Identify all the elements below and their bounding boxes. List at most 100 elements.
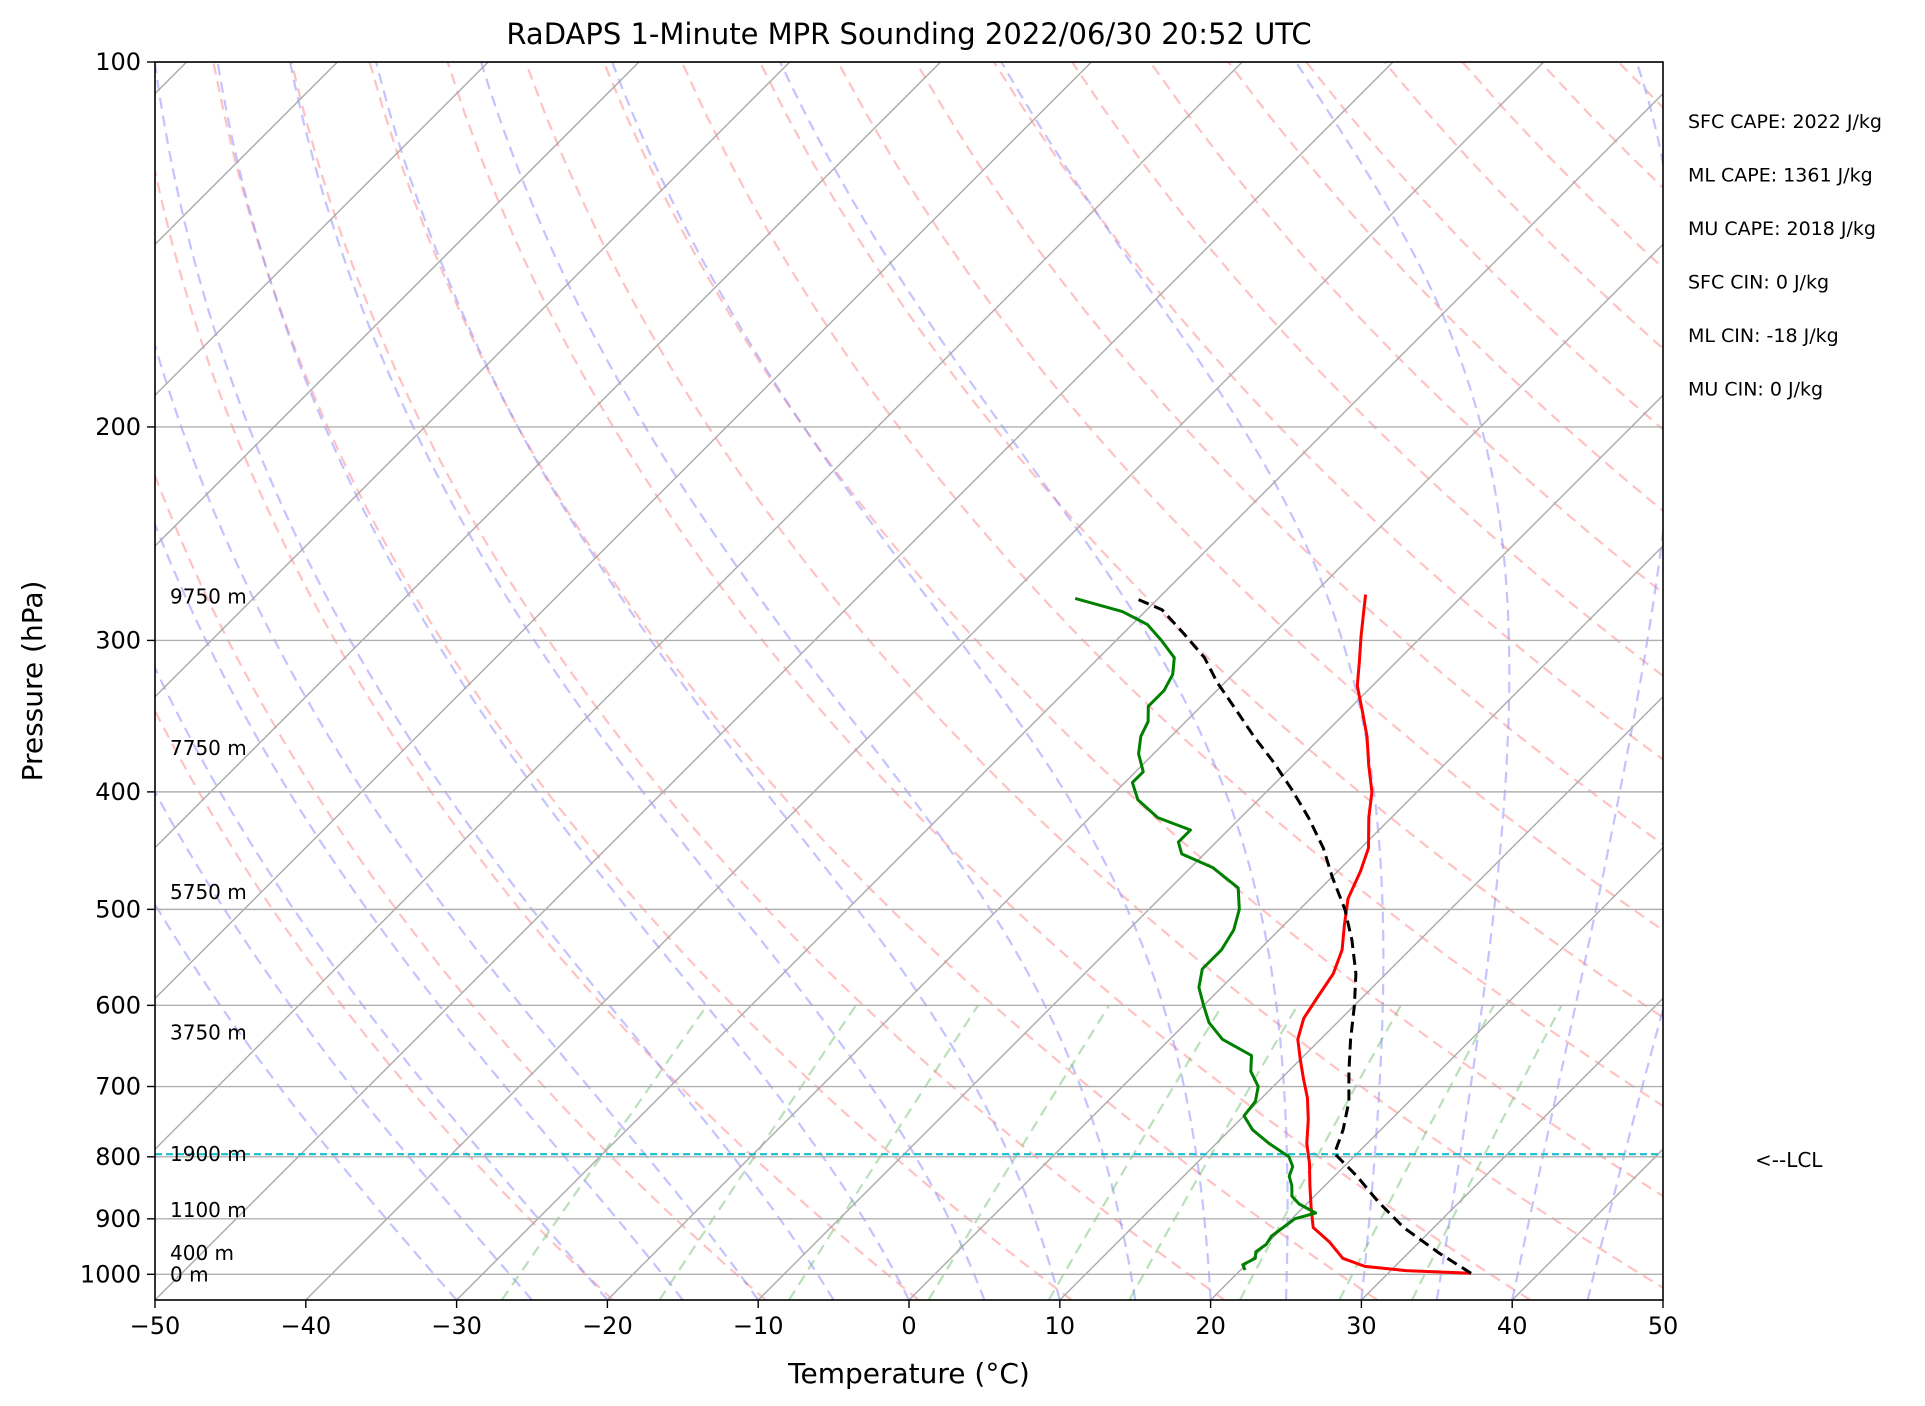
y-tick-label: 300 <box>95 626 141 654</box>
dry-adiabat <box>1227 62 1663 513</box>
mixing-ratio-line <box>500 1004 708 1300</box>
isotherm <box>155 62 1394 1300</box>
dry-adiabat <box>602 62 1663 1198</box>
x-tick-label: 50 <box>1648 1312 1679 1340</box>
isotherm <box>1059 695 1663 1300</box>
dry-adiabat <box>1775 62 1925 1300</box>
height-label: 1900 m <box>170 1142 247 1166</box>
dry-adiabat <box>524 62 1663 1289</box>
series-line-2 <box>1074 596 1318 1271</box>
y-tick-label: 900 <box>95 1205 141 1233</box>
x-tick-label: −30 <box>431 1312 482 1340</box>
isotherm <box>1210 846 1663 1300</box>
series-line-1 <box>1296 594 1472 1275</box>
moist-adiabat <box>1294 62 1511 1300</box>
height-label: 0 m <box>170 1262 209 1286</box>
y-tick-label: 500 <box>95 895 141 923</box>
x-tick-label: 30 <box>1346 1312 1377 1340</box>
mixing-ratio-line <box>1411 1004 1563 1300</box>
mixing-ratio-line <box>788 1004 980 1300</box>
mixing-ratio-line <box>927 1004 1111 1300</box>
x-tick-label: −20 <box>582 1312 633 1340</box>
dry-adiabat <box>368 62 1379 1300</box>
stat-annotation: SFC CAPE: 2022 J/kg <box>1688 111 1882 133</box>
dry-adiabat <box>680 62 1663 1108</box>
dry-adiabat <box>1461 62 1663 270</box>
moist-adiabat <box>216 62 910 1300</box>
y-tick-label: 1000 <box>80 1260 141 1288</box>
dry-adiabat <box>212 62 1073 1300</box>
height-label: 9750 m <box>170 585 247 609</box>
isotherm <box>155 62 1092 1000</box>
y-tick-label: 600 <box>95 991 141 1019</box>
isotherm <box>155 62 942 849</box>
stat-annotation: ML CIN: -18 J/kg <box>1688 325 1839 347</box>
isotherm <box>155 62 791 698</box>
height-label: 5750 m <box>170 880 247 904</box>
mixing-ratio-line <box>1238 1004 1402 1300</box>
moist-adiabat <box>1511 62 1663 1300</box>
x-tick-label: −50 <box>130 1312 181 1340</box>
x-tick-label: 20 <box>1195 1312 1226 1340</box>
y-tick-label: 400 <box>95 778 141 806</box>
moist-adiabat <box>155 902 458 1300</box>
x-tick-label: 40 <box>1497 1312 1528 1340</box>
y-tick-label: 100 <box>95 48 141 76</box>
stat-annotation: SFC CIN: 0 J/kg <box>1688 272 1829 294</box>
moist-adiabat <box>1000 62 1385 1300</box>
isotherm <box>757 394 1663 1300</box>
moist-adiabat <box>155 665 609 1300</box>
x-tick-label: 0 <box>901 1312 916 1340</box>
isotherm <box>155 62 640 547</box>
dry-adiabat <box>914 62 1663 846</box>
y-tick-label: 200 <box>95 413 141 441</box>
x-tick-label: −10 <box>733 1312 784 1340</box>
y-tick-label: 800 <box>95 1143 141 1171</box>
isotherm <box>1360 997 1663 1300</box>
moist-adiabat <box>155 521 684 1300</box>
dry-adiabat <box>993 62 1663 761</box>
stat-annotation: MU CAPE: 2018 J/kg <box>1688 218 1876 240</box>
mixing-ratio-line <box>658 1004 857 1300</box>
moist-adiabat <box>375 62 1061 1300</box>
x-tick-label: 10 <box>1045 1312 1076 1340</box>
dry-adiabat <box>155 708 614 1300</box>
moist-adiabat <box>611 62 1212 1300</box>
dry-adiabat <box>1697 62 1925 1300</box>
moist-adiabat <box>779 62 1289 1300</box>
stat-annotation: ML CAPE: 1361 J/kg <box>1688 165 1873 187</box>
mixing-ratio-line <box>1128 1004 1299 1300</box>
height-label: 400 m <box>170 1241 234 1265</box>
lcl-label: <--LCL <box>1755 1148 1823 1172</box>
dry-adiabat <box>155 472 767 1300</box>
height-label: 1100 m <box>170 1198 247 1222</box>
isotherm <box>155 62 489 397</box>
moist-adiabat <box>155 789 533 1300</box>
stat-annotation: MU CIN: 0 J/kg <box>1688 379 1823 401</box>
y-axis-label: Pressure (hPa) <box>16 581 49 782</box>
y-tick-label: 700 <box>95 1073 141 1101</box>
moist-adiabat <box>155 62 835 1300</box>
mixing-ratio-line <box>1047 1004 1224 1300</box>
isotherm <box>606 243 1663 1300</box>
chart-title: RaDAPS 1-Minute MPR Sounding 2022/06/30 … <box>506 17 1311 51</box>
moist-adiabat <box>288 62 986 1300</box>
isotherm <box>1662 1299 1663 1300</box>
dry-adiabat <box>1539 62 1663 190</box>
isotherm <box>155 62 1243 1151</box>
isotherm <box>456 92 1663 1300</box>
height-label: 7750 m <box>170 736 247 760</box>
dry-adiabat <box>758 62 1663 1019</box>
dry-adiabat <box>1071 62 1663 678</box>
isotherm <box>908 545 1663 1300</box>
isotherm <box>155 62 338 246</box>
moist-adiabat <box>1586 1004 1663 1300</box>
isotherm <box>1511 1148 1663 1300</box>
height-label: 3750 m <box>170 1021 247 1045</box>
dry-adiabat <box>836 62 1663 932</box>
moist-adiabat <box>155 341 760 1300</box>
dry-adiabat <box>1149 62 1663 595</box>
series-line-3 <box>1135 597 1472 1275</box>
mixing-ratio-line <box>1338 1004 1495 1300</box>
